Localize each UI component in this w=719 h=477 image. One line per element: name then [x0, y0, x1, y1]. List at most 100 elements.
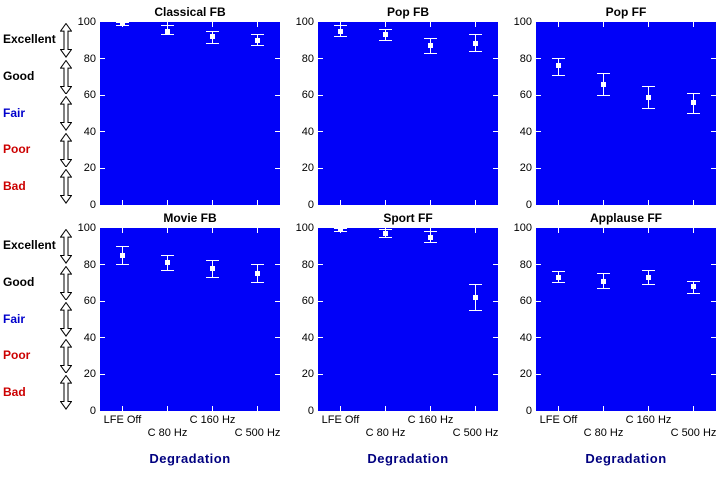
y-tick-label: 60 — [519, 295, 532, 308]
errorbar-marker — [646, 274, 651, 280]
errorbar-cap — [379, 229, 392, 231]
y-tickmark — [536, 337, 541, 339]
x-tickmark — [603, 200, 604, 205]
y-tickmark — [100, 167, 105, 169]
y-tickmark — [536, 131, 541, 133]
range-arrow-icon — [59, 59, 73, 95]
errorbar-cap — [251, 264, 264, 266]
y-tickmark — [493, 58, 498, 60]
y-tick-label: 40 — [301, 331, 314, 344]
y-tick-label: 40 — [83, 125, 96, 138]
x-tickmark — [385, 22, 386, 27]
y-tick-label: 100 — [77, 222, 96, 234]
errorbar-marker — [556, 274, 561, 280]
errorbar-marker — [473, 41, 478, 47]
y-tickmark — [318, 131, 323, 133]
y-tick-label: 20 — [301, 368, 314, 381]
y-tickmark — [100, 94, 105, 96]
y-tickmark — [711, 131, 716, 133]
errorbar-cap — [469, 34, 482, 36]
y-tickmark — [275, 337, 280, 339]
x-tickmark — [603, 406, 604, 411]
subplot-title-applause-ff: Applause FF — [589, 211, 662, 225]
y-tick-label: 80 — [519, 52, 532, 65]
y-tick-label: 60 — [519, 89, 532, 102]
errorbar-marker — [165, 28, 170, 34]
x-tick-label: C 500 Hz — [670, 427, 717, 439]
errorbar-cap — [161, 34, 174, 36]
errorbar-cap — [424, 37, 437, 39]
x-tickmark — [648, 406, 649, 411]
x-tickmark — [340, 22, 341, 27]
errorbar-cap — [206, 30, 219, 32]
y-tickmark — [711, 167, 716, 169]
errorbar-cap — [206, 260, 219, 262]
y-tickmark — [100, 131, 105, 133]
range-arrow-icon — [59, 132, 73, 168]
y-tickmark — [493, 337, 498, 339]
errorbar-marker — [210, 265, 215, 271]
x-axis-label: Degradation — [585, 451, 667, 466]
y-tick-label: 0 — [89, 405, 96, 417]
x-tickmark — [693, 22, 694, 27]
errorbar-cap — [424, 52, 437, 54]
y-tickmark — [318, 337, 323, 339]
x-tick-label: C 500 Hz — [452, 427, 499, 439]
errorbar-cap — [552, 58, 565, 60]
x-tick-label: LFE Off — [539, 414, 578, 426]
x-tickmark — [212, 200, 213, 205]
y-tickmark — [100, 300, 105, 302]
errorbar-marker — [428, 43, 433, 49]
plot-area — [318, 22, 498, 205]
errorbar-cap — [597, 273, 610, 275]
y-tickmark — [318, 373, 323, 375]
errorbar-marker — [165, 260, 170, 266]
y-tickmark — [318, 264, 323, 266]
errorbar-marker — [383, 230, 388, 236]
subplot-title-pop-fb: Pop FB — [387, 5, 429, 19]
y-tick-label: 100 — [513, 222, 532, 234]
x-tickmark — [257, 22, 258, 27]
x-tickmark — [648, 22, 649, 27]
range-arrow-icon — [59, 375, 73, 411]
y-tick-label: 60 — [301, 89, 314, 102]
errorbar-cap — [597, 287, 610, 289]
x-tickmark — [167, 22, 168, 27]
x-tickmark — [385, 406, 386, 411]
errorbar-marker — [338, 28, 343, 34]
x-tickmark — [603, 22, 604, 27]
x-tickmark — [430, 228, 431, 233]
y-tickmark — [711, 264, 716, 266]
errorbar-cap — [642, 269, 655, 271]
range-arrow-icon — [59, 265, 73, 301]
range-arrow-icon — [59, 338, 73, 374]
errorbar-cap — [597, 94, 610, 96]
x-tick-label: C 160 Hz — [625, 414, 672, 426]
x-tickmark — [558, 228, 559, 233]
x-tickmark — [558, 406, 559, 411]
errorbar-marker — [120, 22, 125, 25]
errorbar-marker — [691, 284, 696, 290]
x-tickmark — [558, 22, 559, 27]
x-tickmark — [648, 200, 649, 205]
y-tickmark — [536, 264, 541, 266]
subplot-title-sport-ff: Sport FF — [383, 211, 433, 225]
y-tickmark — [100, 373, 105, 375]
x-tickmark — [122, 406, 123, 411]
errorbar-cap — [424, 231, 437, 233]
y-tick-label: 20 — [83, 368, 96, 381]
y-tick-label: 40 — [519, 125, 532, 138]
y-tickmark — [100, 58, 105, 60]
plot-area — [536, 22, 716, 205]
y-tickmark — [318, 300, 323, 302]
y-tick-label: 100 — [513, 16, 532, 28]
errorbar-cap — [687, 280, 700, 282]
range-arrow-icon — [59, 228, 73, 264]
errorbar-cap — [642, 284, 655, 286]
errorbar-marker — [428, 234, 433, 240]
x-tickmark — [430, 406, 431, 411]
y-tickmark — [275, 167, 280, 169]
errorbar-cap — [161, 254, 174, 256]
y-tickmark — [275, 300, 280, 302]
errorbar-cap — [379, 28, 392, 30]
